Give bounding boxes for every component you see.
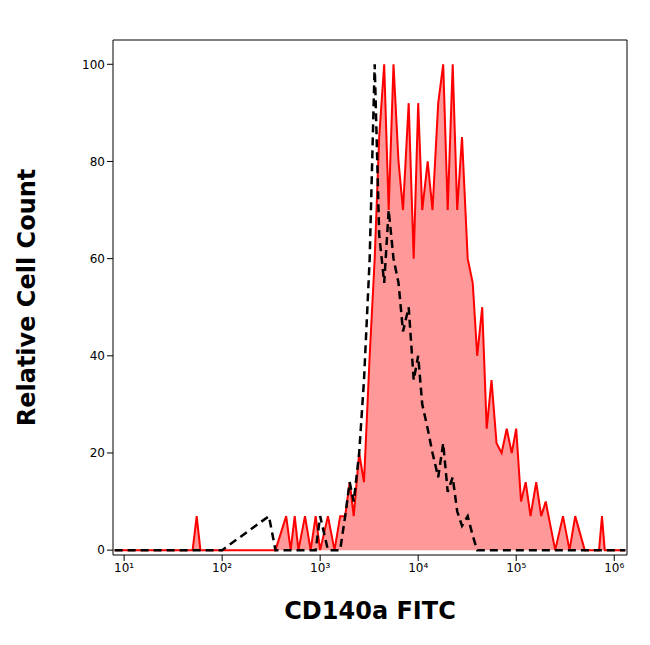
svg-text:Relative Cell Count: Relative Cell Count — [13, 169, 41, 427]
svg-text:10⁵: 10⁵ — [506, 561, 526, 575]
svg-text:80: 80 — [90, 155, 105, 169]
svg-text:10³: 10³ — [310, 561, 330, 575]
svg-text:10¹: 10¹ — [114, 561, 134, 575]
svg-text:0: 0 — [97, 543, 105, 557]
svg-text:10²: 10² — [212, 561, 232, 575]
svg-text:CD140a FITC: CD140a FITC — [284, 597, 456, 625]
svg-text:10⁶: 10⁶ — [604, 561, 624, 575]
svg-text:20: 20 — [90, 446, 105, 460]
svg-text:100: 100 — [82, 58, 105, 72]
svg-text:60: 60 — [90, 252, 105, 266]
svg-text:10⁴: 10⁴ — [408, 561, 428, 575]
svg-text:40: 40 — [90, 349, 105, 363]
